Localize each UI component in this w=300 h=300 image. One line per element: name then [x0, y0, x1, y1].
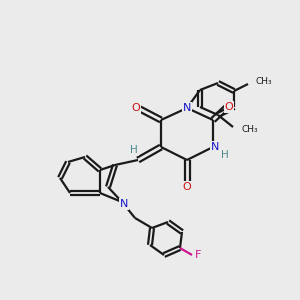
Text: O: O — [183, 182, 191, 192]
Text: H: H — [130, 145, 138, 155]
Text: N: N — [183, 103, 191, 113]
Text: N: N — [211, 142, 219, 152]
Text: F: F — [195, 250, 201, 260]
Text: CH₃: CH₃ — [256, 77, 273, 86]
Text: CH₃: CH₃ — [241, 124, 258, 134]
Text: O: O — [132, 103, 140, 113]
Text: N: N — [120, 199, 128, 209]
Text: H: H — [221, 150, 229, 160]
Text: O: O — [225, 102, 233, 112]
